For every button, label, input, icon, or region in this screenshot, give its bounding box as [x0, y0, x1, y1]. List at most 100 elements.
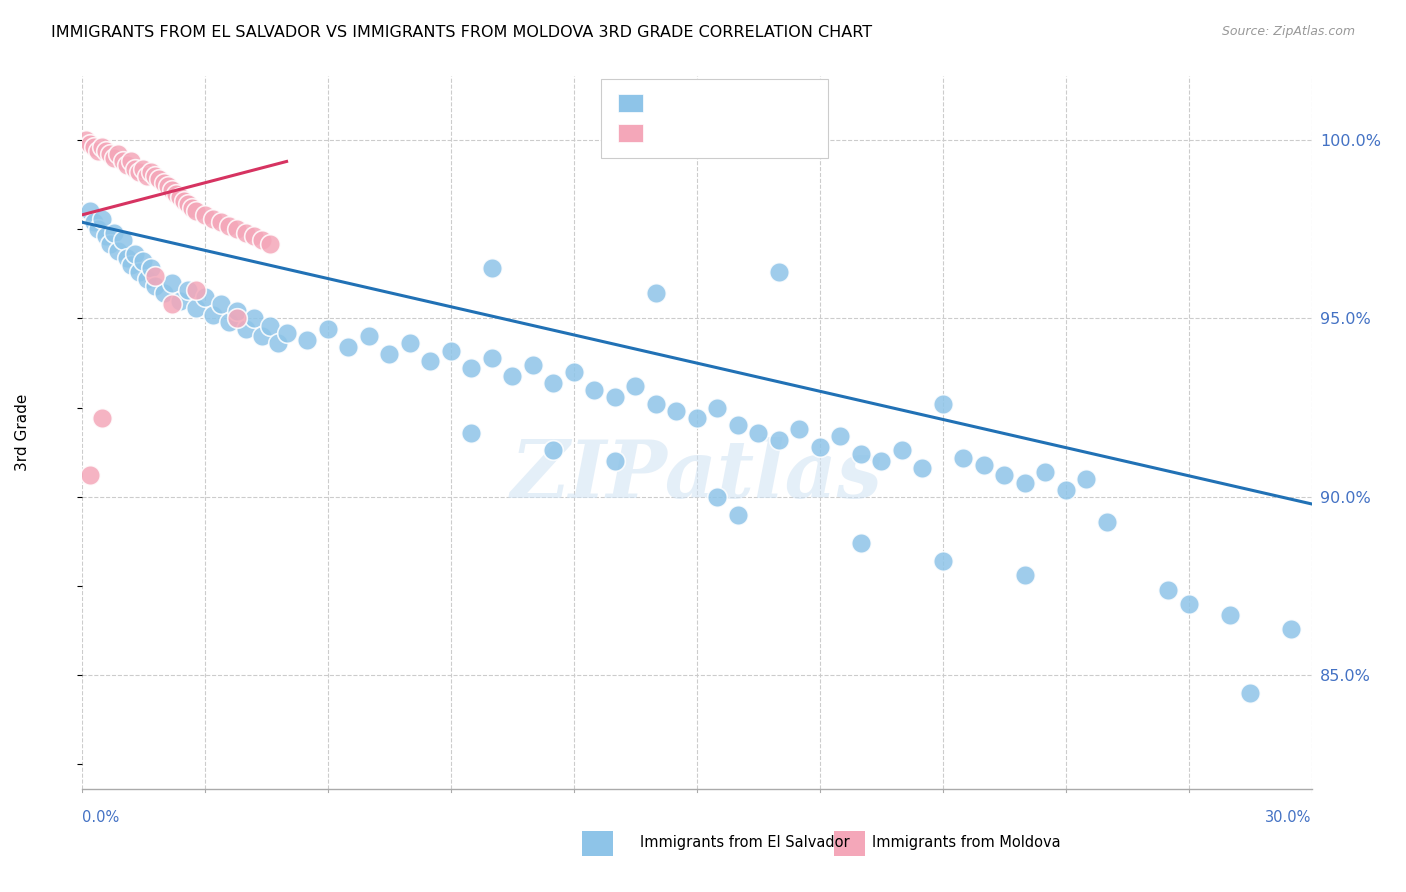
Point [152, 286, 174, 301]
Point [235, 226, 257, 240]
Point [218, 315, 240, 329]
Point [181, 201, 204, 215]
Point [98, 147, 121, 161]
Point [973, 458, 995, 472]
Point [316, 322, 339, 336]
Point [165, 186, 187, 201]
Point [1279, 622, 1302, 636]
Text: N =: N = [752, 95, 786, 110]
Point [1095, 515, 1118, 529]
Point [603, 454, 626, 468]
Point [259, 318, 281, 333]
Point [727, 418, 749, 433]
Point [460, 425, 482, 440]
Point [103, 226, 125, 240]
Point [522, 358, 544, 372]
Point [186, 204, 208, 219]
Point [209, 297, 232, 311]
Point [160, 276, 183, 290]
Text: Source: ZipAtlas.com: Source: ZipAtlas.com [1222, 25, 1355, 38]
Point [276, 326, 298, 340]
Point [1014, 475, 1036, 490]
Point [218, 219, 240, 233]
Point [136, 272, 159, 286]
Point [160, 297, 183, 311]
Point [644, 286, 666, 301]
Point [111, 233, 134, 247]
Point [186, 283, 208, 297]
Point [87, 222, 110, 236]
Point [460, 361, 482, 376]
Point [686, 411, 709, 425]
Point [1014, 568, 1036, 582]
Point [201, 211, 224, 226]
Point [141, 165, 163, 179]
Point [1239, 686, 1261, 700]
Point [235, 322, 257, 336]
Point [145, 268, 166, 283]
Point [624, 379, 647, 393]
Point [481, 261, 503, 276]
Point [201, 308, 224, 322]
Point [111, 154, 134, 169]
Point [830, 429, 852, 443]
Point [1033, 465, 1056, 479]
Point [1054, 483, 1077, 497]
Point [243, 311, 266, 326]
Point [932, 397, 955, 411]
Text: 3rd Grade: 3rd Grade [15, 394, 30, 471]
Text: ZIPatlas: ZIPatlas [510, 437, 883, 514]
Point [250, 329, 273, 343]
Point [177, 283, 200, 297]
Point [96, 229, 118, 244]
Text: 0.0%: 0.0% [82, 810, 118, 825]
Point [267, 336, 290, 351]
Point [115, 158, 138, 172]
Point [932, 554, 955, 568]
Point [107, 147, 129, 161]
FancyBboxPatch shape [600, 79, 828, 158]
Point [145, 279, 166, 293]
Point [75, 133, 97, 147]
Point [96, 144, 118, 158]
Point [870, 454, 893, 468]
Bar [619, 124, 643, 142]
Point [98, 236, 121, 251]
Point [501, 368, 523, 383]
Text: R =: R = [641, 95, 675, 110]
Point [706, 490, 728, 504]
Point [768, 265, 790, 279]
Point [160, 183, 183, 197]
Text: 43: 43 [778, 126, 799, 140]
Point [169, 190, 191, 204]
Point [419, 354, 441, 368]
Point [541, 376, 564, 390]
Text: 90: 90 [778, 95, 799, 110]
Text: N =: N = [752, 126, 786, 140]
Point [440, 343, 463, 358]
Point [665, 404, 688, 418]
Point [250, 233, 273, 247]
Point [79, 468, 101, 483]
Text: R =: R = [641, 126, 679, 140]
Point [337, 340, 360, 354]
Point [644, 397, 666, 411]
Point [132, 161, 155, 176]
Point [186, 301, 208, 315]
Point [194, 290, 217, 304]
Point [128, 165, 150, 179]
Point [259, 236, 281, 251]
Point [83, 215, 105, 229]
Point [952, 450, 974, 465]
Point [209, 215, 232, 229]
Point [768, 433, 790, 447]
Point [727, 508, 749, 522]
Point [378, 347, 401, 361]
Text: 30.0%: 30.0% [1265, 810, 1312, 825]
Point [120, 258, 142, 272]
Point [120, 154, 142, 169]
Point [91, 411, 114, 425]
Point [481, 351, 503, 365]
Point [787, 422, 810, 436]
Point [603, 390, 626, 404]
